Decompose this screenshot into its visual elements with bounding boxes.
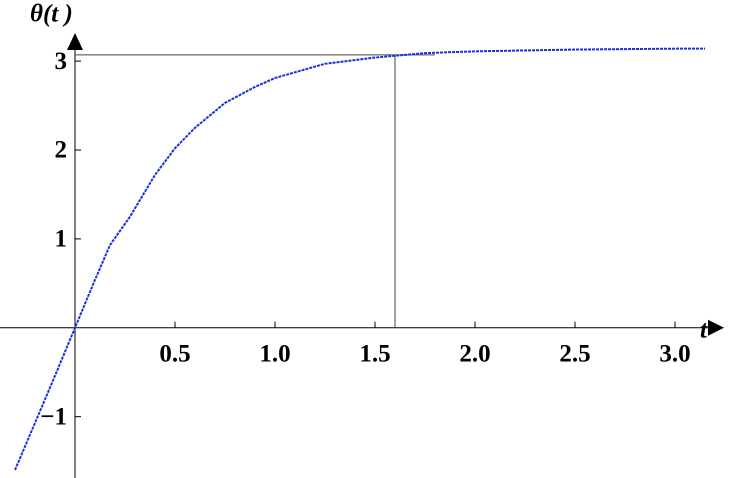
x-tick-label: 3.0 [659,341,690,368]
y-axis-arrow [67,33,83,50]
y-tick-label: −1 [40,403,67,430]
y-axis-label: θ(t ) [30,1,73,28]
x-tick-label: 1.0 [259,341,290,368]
x-tick-label: 1.5 [359,341,390,368]
y-tick-label: 1 [55,226,68,253]
y-tick-label: 3 [55,48,68,75]
x-axis-label: t [700,317,708,344]
x-axis-arrow [708,319,724,336]
x-tick-label: 2.0 [459,341,490,368]
y-tick-label: 2 [55,137,68,164]
line-series [14,47,705,471]
x-tick-label: 0.5 [159,341,190,368]
x-tick-label: 2.5 [559,341,590,368]
